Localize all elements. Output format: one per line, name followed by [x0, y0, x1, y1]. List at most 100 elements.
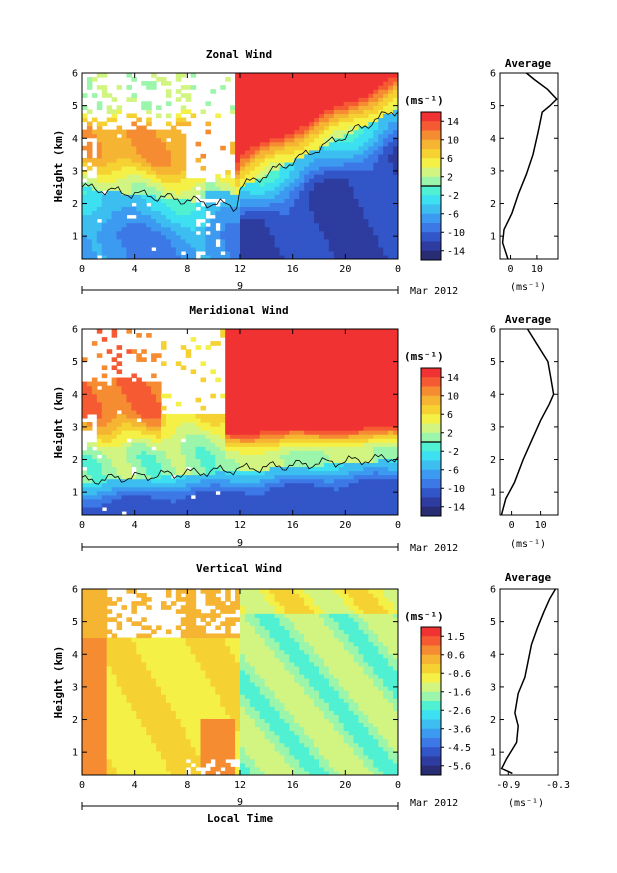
heatmap-cell: [126, 73, 132, 78]
heatmap-cell: [373, 242, 379, 248]
heatmap-cell: [111, 202, 118, 208]
heatmap-cell: [393, 222, 398, 228]
heatmap-cell: [111, 246, 118, 252]
heatmap-cell: [91, 210, 98, 216]
heatmap-cell: [131, 397, 137, 403]
heatmap-cell: [96, 234, 103, 240]
heatmap-cell: [338, 413, 345, 419]
heatmap-cell: [141, 466, 147, 472]
heatmap-cell: [82, 458, 88, 464]
heatmap-cell: [328, 133, 335, 139]
heatmap-cell: [91, 450, 98, 455]
heatmap-cell: [106, 490, 113, 496]
heatmap-cell: [343, 498, 350, 504]
heatmap-cell: [333, 117, 340, 123]
heatmap-cell: [96, 141, 103, 147]
heatmap-cell: [348, 365, 355, 371]
heatmap-cell: [284, 149, 290, 155]
heatmap-cell: [353, 506, 360, 512]
heatmap-cell: [205, 202, 211, 208]
heatmap-cell: [348, 190, 355, 195]
heatmap-cell: [338, 369, 345, 375]
heatmap-cell: [244, 105, 251, 110]
heatmap-cell: [190, 413, 197, 419]
heatmap-cell: [161, 202, 167, 208]
heatmap-cell: [131, 417, 137, 423]
heatmap-cell: [309, 450, 315, 455]
heatmap-cell: [309, 182, 315, 187]
heatmap-cell: [96, 222, 103, 228]
heatmap-cell: [289, 450, 295, 455]
heatmap-cell: [284, 121, 290, 127]
heatmap-cell: [274, 129, 281, 135]
heatmap-cell: [368, 482, 374, 488]
heatmap-cell: [279, 413, 286, 419]
heatmap-cell: [225, 502, 231, 508]
heatmap-cell: [96, 381, 103, 387]
heatmap-cell: [368, 149, 374, 155]
heatmap-cell: [254, 133, 261, 139]
heatmap-cell: [353, 161, 360, 167]
heatmap-cell: [319, 422, 325, 427]
heatmap-cell: [235, 230, 241, 236]
heatmap-cell: [116, 157, 123, 163]
heatmap-cell: [106, 349, 113, 354]
heatmap-cell: [368, 145, 374, 151]
heatmap-cell: [368, 377, 374, 383]
heatmap-cell: [363, 153, 369, 159]
heatmap-cell: [249, 125, 256, 131]
heatmap-cell: [314, 373, 320, 379]
heatmap-cell: [319, 121, 325, 127]
heatmap-cell: [230, 341, 236, 346]
heatmap-cell: [274, 466, 281, 472]
heatmap-cell: [373, 81, 379, 86]
heatmap-cell: [274, 405, 281, 411]
heatmap-cell: [358, 426, 365, 431]
heatmap-cell: [116, 206, 123, 212]
heatmap-cell: [215, 210, 221, 216]
heatmap-cell: [106, 93, 113, 98]
heatmap-cell: [121, 182, 128, 187]
heatmap-cell: [393, 182, 398, 187]
heatmap-cell: [111, 401, 118, 407]
heatmap-cell: [82, 385, 88, 391]
heatmap-cell: [309, 161, 315, 167]
heatmap-cell: [304, 357, 310, 362]
heatmap-cell: [363, 218, 369, 224]
heatmap-cell: [269, 438, 276, 443]
heatmap-cell: [205, 430, 211, 435]
heatmap-cell: [180, 85, 187, 90]
heatmap-cell: [225, 337, 231, 342]
heatmap-cell: [368, 202, 374, 208]
heatmap-cell: [165, 145, 172, 151]
heatmap-cell: [264, 494, 271, 500]
heatmap-cell: [86, 422, 93, 427]
heatmap-cell: [343, 85, 350, 90]
heatmap-cell: [254, 153, 261, 159]
heatmap-cell: [358, 442, 365, 447]
heatmap-cell: [126, 145, 132, 151]
heatmap-cell: [96, 210, 103, 216]
heatmap-cell: [348, 345, 355, 350]
heatmap-cell: [259, 502, 266, 508]
heatmap-cell: [91, 218, 98, 224]
heatmap-cell: [126, 206, 132, 212]
heatmap-cell: [106, 426, 113, 431]
heatmap-cell: [96, 353, 103, 358]
heatmap-cell: [136, 462, 142, 468]
heatmap-cell: [146, 222, 152, 228]
heatmap-cell: [338, 333, 345, 338]
heatmap-cell: [235, 373, 241, 379]
heatmap-cell: [259, 109, 266, 115]
heatmap-cell: [259, 129, 266, 135]
heatmap-cell: [240, 357, 246, 362]
heatmap-cell: [343, 97, 350, 102]
heatmap-cell: [101, 230, 108, 236]
heatmap-cell: [170, 133, 177, 139]
heatmap-cell: [244, 341, 251, 346]
heatmap-cell: [363, 329, 369, 334]
heatmap-cell: [156, 401, 162, 407]
heatmap-cell: [383, 397, 389, 403]
heatmap-cell: [323, 210, 330, 216]
heatmap-cell: [96, 417, 103, 423]
